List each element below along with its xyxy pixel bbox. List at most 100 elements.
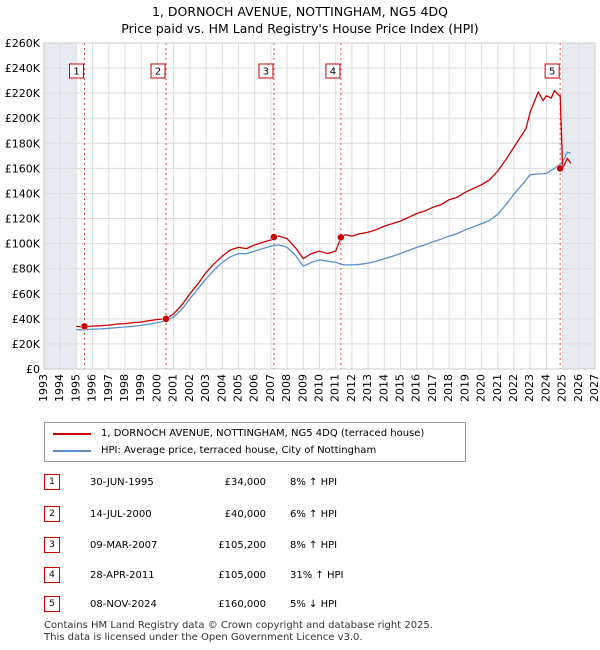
- transaction-row: 2 14-JUL-2000 £40,000 6% ↑ HPI: [44, 506, 464, 524]
- y-tick-label: £20K: [12, 338, 41, 351]
- x-tick-label: 2023: [523, 374, 536, 402]
- transaction-price: £40,000: [224, 509, 266, 520]
- y-tick-label: £40K: [12, 313, 41, 326]
- sale-marker-lines: [84, 43, 561, 369]
- legend: 1, DORNOCH AVENUE, NOTTINGHAM, NG5 4DQ (…: [44, 422, 466, 462]
- transaction-price: £34,000: [224, 477, 266, 488]
- x-tick-label: 1999: [134, 374, 147, 402]
- sale-point: [80, 322, 89, 331]
- x-tick-label: 2005: [231, 374, 244, 402]
- transaction-row: 4 28-APR-2011 £105,000 31% ↑ HPI: [44, 567, 464, 585]
- sale-marker-number: 5: [549, 67, 555, 78]
- hpi-line: [76, 151, 571, 331]
- legend-label-hpi: HPI: Average price, terraced house, City…: [101, 445, 377, 456]
- copyright-text: Contains HM Land Registry data © Crown c…: [44, 620, 433, 631]
- transaction-hpi-diff: 8% ↑ HPI: [290, 540, 338, 551]
- x-tick-label: 2015: [394, 374, 407, 402]
- x-tick-label: 2010: [313, 374, 326, 402]
- sale-marker-box: [544, 63, 560, 79]
- transaction-number: 3: [44, 537, 60, 553]
- x-tick-label: 2025: [556, 374, 569, 402]
- sale-point: [162, 315, 170, 323]
- x-tick-label: 1998: [118, 374, 131, 402]
- x-tick-label: 2021: [491, 374, 504, 402]
- x-tick-label: 2004: [215, 374, 228, 402]
- sale-marker-number: 2: [155, 67, 161, 78]
- chart-title: 1, DORNOCH AVENUE, NOTTINGHAM, NG5 4DQ: [152, 4, 448, 19]
- y-tick-label: £80K: [12, 263, 41, 276]
- x-tick-label: 2003: [199, 374, 212, 402]
- transaction-hpi-diff: 5% ↓ HPI: [290, 599, 338, 610]
- transaction-date: 09-MAR-2007: [90, 540, 158, 551]
- y-tick-label: £120K: [5, 213, 41, 226]
- x-tick-label: 2000: [150, 374, 163, 402]
- chart-subtitle: Price paid vs. HM Land Registry's House …: [121, 21, 479, 36]
- footer: Contains HM Land Registry data © Crown c…: [44, 620, 433, 644]
- y-tick-label: £240K: [5, 62, 41, 75]
- axes: £0 £20K £40K £60K £80K £100K £120K £140K £160K £1…: [5, 37, 600, 402]
- sale-marker-number: 1: [73, 67, 79, 78]
- y-tick-label: £160K: [5, 162, 41, 175]
- transaction-date: 28-APR-2011: [90, 570, 155, 581]
- x-tick-label: 2006: [248, 374, 261, 402]
- x-tick-label: 2018: [442, 374, 455, 402]
- transaction-date: 08-NOV-2024: [90, 599, 157, 610]
- licence-text: This data is licensed under the Open Gov…: [44, 632, 363, 643]
- sale-points: [80, 164, 564, 331]
- x-tick-label: 1997: [102, 374, 115, 402]
- y-tick-label: £200K: [5, 112, 41, 125]
- y-tick-label: £0: [26, 363, 40, 376]
- sale-point: [556, 164, 564, 173]
- transaction-hpi-diff: 31% ↑ HPI: [290, 570, 344, 581]
- sale-point: [337, 233, 345, 242]
- sale-marker-number: 3: [263, 67, 269, 78]
- transaction-number: 2: [44, 506, 60, 522]
- transaction-hpi-diff: 6% ↑ HPI: [290, 509, 338, 520]
- transaction-number: 5: [44, 596, 60, 612]
- transaction-number: 4: [44, 567, 60, 583]
- plot-border: [43, 42, 596, 370]
- x-tick-label: 2022: [507, 374, 520, 402]
- sale-marker-box: [150, 63, 166, 79]
- y-tick-label: £60K: [12, 288, 41, 301]
- x-tick-label: 2009: [296, 374, 309, 402]
- x-tick-label: 2011: [329, 374, 342, 402]
- legend-swatch-property: [53, 433, 91, 435]
- x-tick-label: 2007: [264, 374, 277, 402]
- x-tick-label: 2012: [345, 374, 358, 402]
- x-tick-label: 2008: [280, 374, 293, 402]
- x-tick-label: 2016: [410, 374, 423, 402]
- transaction-price: £105,200: [218, 540, 266, 551]
- transaction-price: £105,000: [218, 570, 266, 581]
- transaction-number: 1: [44, 474, 60, 490]
- transaction-price: £160,000: [218, 599, 266, 610]
- x-tick-label: 2024: [539, 374, 552, 402]
- y-tick-label: £220K: [5, 87, 41, 100]
- sale-point: [270, 233, 278, 241]
- x-tick-label: 1993: [37, 374, 50, 402]
- y-tick-label: £260K: [5, 37, 41, 50]
- legend-swatch-hpi: [53, 450, 91, 452]
- x-tick-label: 2019: [458, 374, 471, 402]
- x-tick-label: 1996: [86, 374, 99, 402]
- sale-marker-box: [325, 63, 341, 79]
- y-tick-label: £100K: [5, 238, 41, 251]
- x-tick-label: 1994: [53, 374, 66, 402]
- x-tick-label: 2001: [167, 374, 180, 402]
- y-tick-label: £180K: [5, 137, 41, 150]
- x-tick-label: 2014: [377, 374, 390, 402]
- transaction-date: 30-JUN-1995: [90, 477, 154, 488]
- transaction-date: 14-JUL-2000: [90, 509, 152, 520]
- x-tick-label: 2017: [426, 374, 439, 402]
- transaction-hpi-diff: 8% ↑ HPI: [290, 477, 338, 488]
- x-tick-label: 2026: [572, 374, 585, 402]
- x-tick-label: 1995: [69, 374, 82, 402]
- x-tick-label: 2013: [361, 374, 374, 402]
- sale-marker-box: [258, 63, 274, 79]
- transaction-row: 3 09-MAR-2007 £105,200 8% ↑ HPI: [44, 537, 464, 555]
- x-tick-label: 2020: [475, 374, 488, 402]
- y-tick-label: £140K: [5, 187, 41, 200]
- x-tick-label: 2002: [183, 374, 196, 402]
- x-tick-label: 2027: [588, 374, 600, 402]
